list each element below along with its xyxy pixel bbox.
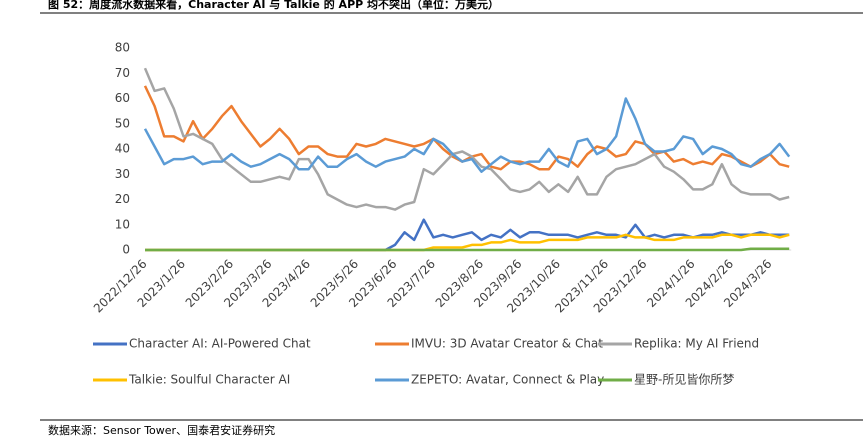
legend-label: 星野-所见皆你所梦 xyxy=(634,373,734,387)
y-tick-label: 10 xyxy=(115,217,130,231)
chart-title: 图 52：周度流水数据来看，Character AI 与 Talkie 的 AP… xyxy=(48,0,499,11)
y-tick-label: 60 xyxy=(115,91,130,105)
legend-label: IMVU: 3D Avatar Creator & Chat xyxy=(411,337,603,351)
series-line xyxy=(143,85,790,171)
legend-label: Character AI: AI-Powered Chat xyxy=(129,337,311,351)
series-line xyxy=(145,233,790,252)
series-line xyxy=(143,67,790,211)
y-tick-label: 80 xyxy=(115,41,130,55)
series-line xyxy=(145,247,790,252)
y-tick-label: 70 xyxy=(115,66,130,80)
legend-label: ZEPETO: Avatar, Connect & Play xyxy=(411,373,604,387)
y-tick-label: 50 xyxy=(115,116,130,130)
source: 数据来源：Sensor Tower、国泰君安证券研究 xyxy=(48,423,275,437)
y-tick-label: 30 xyxy=(115,167,130,181)
y-tick-label: 40 xyxy=(115,142,130,156)
legend-label: Talkie: Soulful Character AI xyxy=(128,373,290,387)
series-line xyxy=(143,97,791,173)
y-tick-label: 0 xyxy=(122,243,130,257)
y-tick-label: 20 xyxy=(115,192,130,206)
legend-label: Replika: My AI Friend xyxy=(634,337,759,351)
